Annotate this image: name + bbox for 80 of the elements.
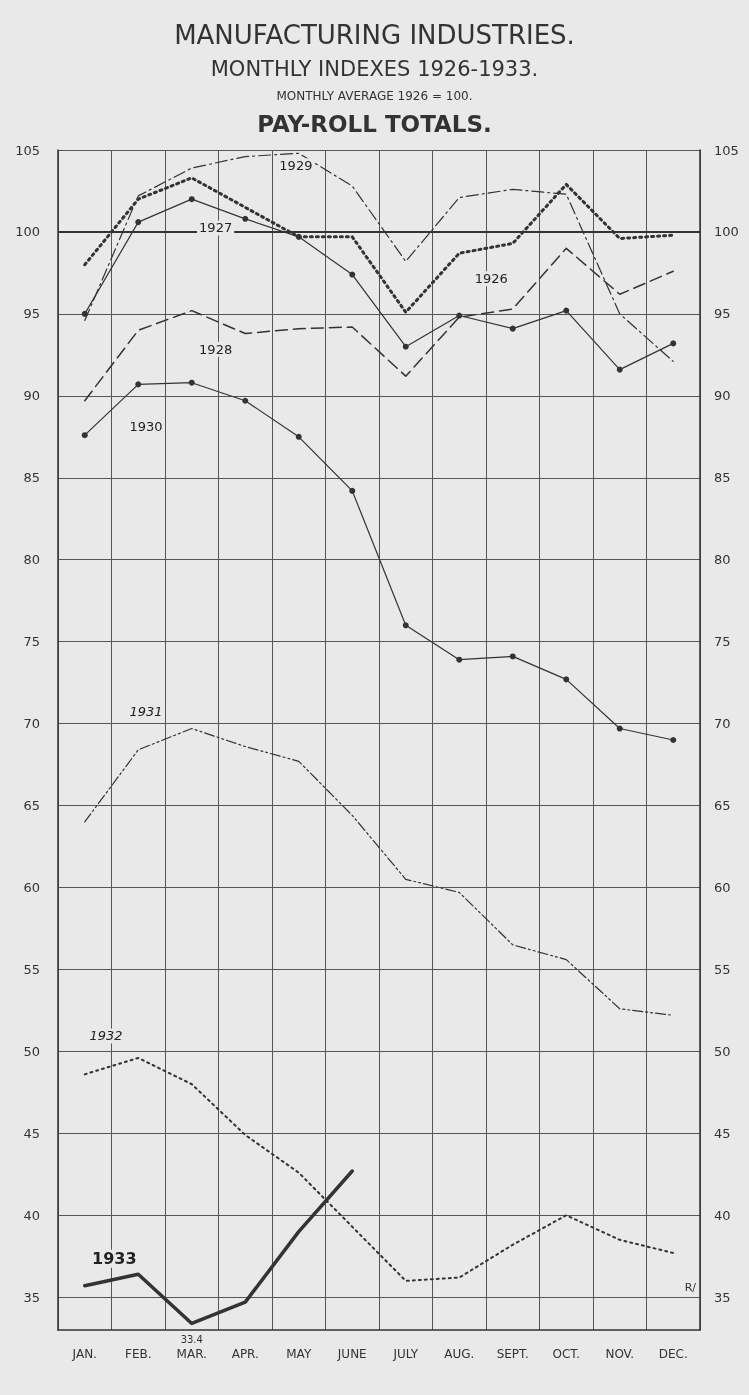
y-tick-label: 45 [23,1125,40,1141]
y-tick-label: 95 [23,306,40,322]
y2-tick-label: 85 [714,470,731,486]
series-label: 1930 [129,418,163,434]
y-tick-label: 80 [23,552,40,568]
y2-tick-label: 45 [714,1125,731,1141]
point [349,271,356,278]
point [135,381,142,388]
x-tick-label: JUNE [336,1347,367,1361]
x-tick-label: OCT. [552,1347,581,1361]
point [295,433,302,440]
y-tick-label: 105 [15,142,40,158]
y-tick-label: 60 [23,880,40,895]
x-tick-label: MAR. [176,1347,207,1361]
y2-tick-label: 95 [714,306,731,322]
y2-tick-label: 40 [714,1207,731,1223]
y2-tick-label: 70 [714,716,731,732]
point [295,233,302,240]
y-tick-label: 35 [23,1289,40,1305]
series-label: 1928 [199,341,233,357]
y-tick-label: 85 [23,470,40,486]
y2-tick-label: 105 [714,142,739,158]
point [563,307,570,314]
point [402,622,409,629]
y2-tick-label: 75 [714,634,731,650]
x-tick-label: MAY [286,1347,312,1361]
point [242,215,249,222]
point [509,325,516,332]
x-tick-label: JAN. [71,1347,97,1361]
x-tick-label: DEC. [658,1347,688,1361]
text: MONTHLY AVERAGE 1926 = 100. [276,89,473,103]
point [81,432,88,439]
annotation: R/ [684,1281,697,1294]
x-tick-label: SEPT. [496,1347,529,1361]
y-tick-label: 100 [15,224,40,240]
chart-subtitle: MONTHLY INDEXES 1926-1933. [210,56,539,81]
series-label: 1929 [279,158,313,174]
text: PAY-ROLL TOTALS. [257,110,492,137]
point [509,653,516,660]
chart-title: MANUFACTURING INDUSTRIES. [174,20,575,50]
y-tick-label: 50 [23,1043,40,1059]
point [670,737,677,743]
x-tick-label: FEB. [124,1347,152,1361]
point [670,340,677,347]
point [349,487,356,494]
y-tick-label: 65 [23,798,40,814]
y2-tick-label: 35 [714,1289,731,1305]
x-tick-label: JULY [392,1347,419,1361]
line-series [84,727,674,1016]
x-tick-label: AUG. [444,1347,475,1361]
y2-tick-label: 65 [714,798,731,814]
y2-tick-label: 100 [714,224,739,240]
y-tick-label: 55 [23,961,40,977]
y-tick-label: 90 [23,388,40,404]
point [81,310,88,317]
y2-tick-label: 50 [714,1043,731,1059]
series-label: 1926 [474,271,508,287]
y2-tick-label: 55 [714,961,731,977]
point [456,656,463,663]
series-label: 1933 [92,1249,137,1269]
y-tick-label: 75 [23,634,40,650]
series-label: 1931 [129,703,163,719]
data-label: 33.4 [180,1333,203,1345]
y2-tick-label: 80 [714,552,731,568]
series-label: 1932 [89,1028,123,1044]
series-label: 1927 [199,220,233,236]
y-tick-label: 40 [23,1207,40,1223]
point [616,366,623,373]
point [135,219,142,226]
point [188,196,195,203]
y-tick-label: 70 [23,716,40,732]
x-tick-label: NOV. [605,1347,635,1361]
y2-tick-label: 60 [714,880,731,895]
point [456,312,463,319]
x-tick-label: APR. [231,1347,259,1361]
point [402,343,409,350]
y2-tick-label: 90 [714,388,731,404]
point [188,379,195,386]
point [563,676,570,683]
point [242,397,249,404]
